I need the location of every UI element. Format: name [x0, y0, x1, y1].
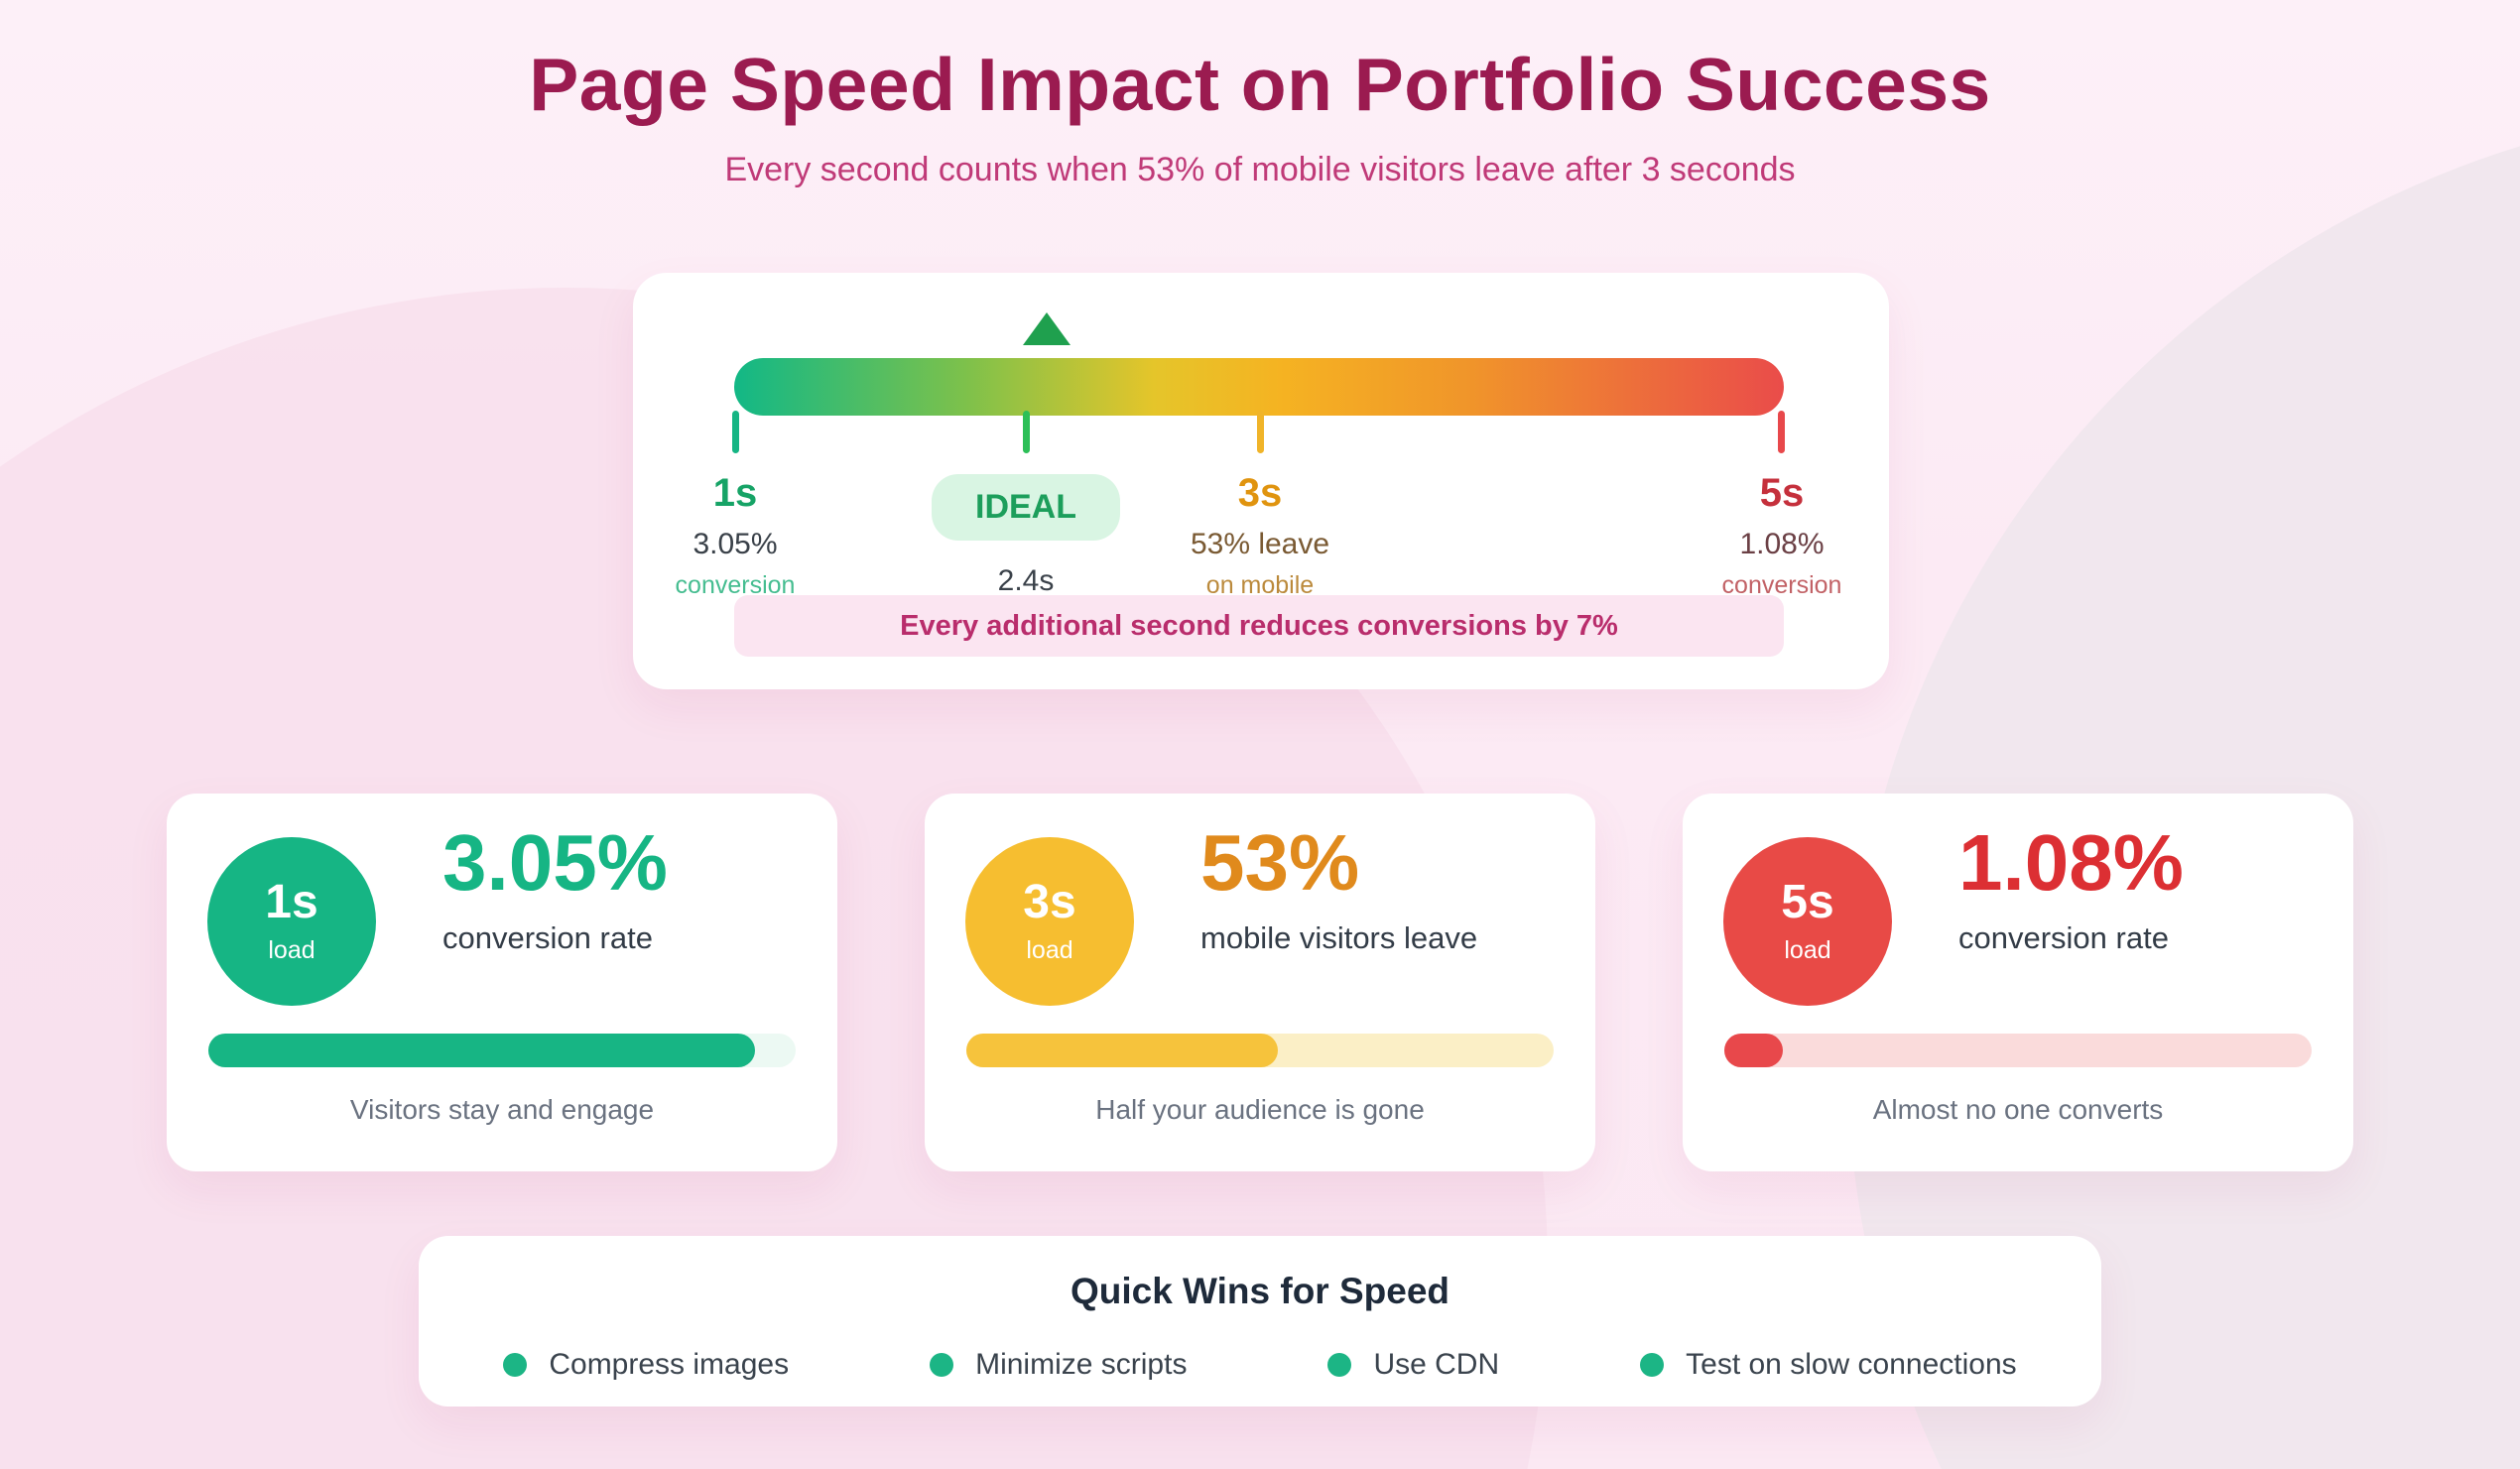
load-time-badge-1s: 1s load: [207, 837, 376, 1006]
ideal-badge: IDEAL: [932, 474, 1120, 541]
stat-card-1s: 1s load 3.05% conversion rate Visitors s…: [167, 794, 837, 1171]
stat-label: conversion rate: [1958, 920, 2169, 955]
bullet-dot-icon: [1640, 1353, 1665, 1377]
page-subtitle: Every second counts when 53% of mobile v…: [724, 151, 1796, 188]
bullet-dot-icon: [503, 1353, 528, 1377]
quick-win-label: Test on slow connections: [1686, 1348, 2017, 1381]
quick-win-label: Use CDN: [1373, 1348, 1500, 1381]
gauge-tick-3s: [1257, 411, 1264, 453]
ideal-pointer-triangle-icon: [1023, 312, 1071, 345]
badge-time: 3s: [1023, 875, 1076, 928]
gauge-tick-5s: [1778, 411, 1785, 453]
gauge-tick-1s: [732, 411, 739, 453]
progress-fill: [1724, 1034, 1784, 1067]
quick-win-item: Compress images: [503, 1348, 789, 1382]
stat-caption: Visitors stay and engage: [349, 1094, 655, 1125]
conversion-note-banner: Every additional second reduces conversi…: [734, 595, 1784, 657]
gauge-label-5s: 5s 1.08% conversion: [1722, 471, 1842, 600]
stat-caption: Almost no one converts: [1872, 1094, 2164, 1125]
quick-win-item: Test on slow connections: [1640, 1348, 2017, 1382]
speed-gauge-card: 1s 3.05% conversion IDEAL 2.4s 3s 53% le…: [633, 273, 1889, 689]
gauge-time-1s: 1s: [712, 471, 758, 515]
badge-sub: load: [1784, 935, 1831, 964]
stat-label: conversion rate: [442, 920, 653, 955]
gauge-time-5s: 5s: [1759, 471, 1805, 515]
progress-track: [966, 1034, 1554, 1067]
gauge-label-ideal: IDEAL 2.4s: [932, 474, 1120, 598]
gauge-label-3s: 3s 53% leave on mobile: [1191, 471, 1329, 600]
gauge-sub-3s: on mobile: [1205, 571, 1315, 599]
stat-value: 53%: [1200, 818, 1360, 907]
badge-sub: load: [268, 935, 315, 964]
quick-win-label: Compress images: [549, 1348, 790, 1381]
quick-wins-title: Quick Wins for Speed: [1070, 1271, 1450, 1311]
gauge-sub-1s: conversion: [675, 571, 796, 599]
gauge-stat-1s: 3.05%: [693, 528, 778, 560]
badge-time: 5s: [1781, 875, 1834, 928]
speed-gradient-bar: [734, 358, 1784, 416]
stat-text-block: 53% mobile visitors leave: [1200, 821, 1477, 956]
progress-fill: [208, 1034, 755, 1067]
gauge-time-3s: 3s: [1237, 471, 1283, 515]
header: Page Speed Impact on Portfolio Success E…: [0, 42, 2520, 189]
stat-value: 1.08%: [1958, 818, 2184, 907]
stat-label: mobile visitors leave: [1200, 920, 1478, 955]
stat-caption: Half your audience is gone: [1095, 1094, 1425, 1125]
quick-win-item: Use CDN: [1327, 1348, 1499, 1382]
quick-win-item: Minimize scripts: [930, 1348, 1187, 1382]
badge-time: 1s: [265, 875, 318, 928]
stat-text-block: 1.08% conversion rate: [1958, 821, 2184, 956]
stat-card-3s: 3s load 53% mobile visitors leave Half y…: [925, 794, 1595, 1171]
badge-sub: load: [1026, 935, 1073, 964]
progress-track: [208, 1034, 796, 1067]
gauge-stat-3s: 53% leave: [1190, 528, 1330, 560]
quick-wins-list: Compress images Minimize scripts Use CDN…: [419, 1348, 2101, 1382]
quick-wins-card: Quick Wins for Speed Compress images Min…: [419, 1236, 2101, 1407]
stat-value: 3.05%: [442, 818, 668, 907]
stat-card-5s: 5s load 1.08% conversion rate Almost no …: [1683, 794, 2353, 1171]
load-time-badge-3s: 3s load: [965, 837, 1134, 1006]
bullet-dot-icon: [930, 1353, 954, 1377]
load-time-badge-5s: 5s load: [1723, 837, 1892, 1006]
stat-text-block: 3.05% conversion rate: [442, 821, 668, 956]
gauge-sub-5s: conversion: [1721, 571, 1842, 599]
bullet-dot-icon: [1327, 1353, 1352, 1377]
page-title: Page Speed Impact on Portfolio Success: [529, 43, 1991, 126]
progress-fill: [966, 1034, 1278, 1067]
gauge-stat-5s: 1.08%: [1739, 528, 1825, 560]
gauge-label-1s: 1s 3.05% conversion: [676, 471, 796, 600]
ideal-time: 2.4s: [997, 564, 1055, 597]
quick-win-label: Minimize scripts: [975, 1348, 1188, 1381]
gauge-tick-ideal: [1023, 411, 1030, 453]
progress-track: [1724, 1034, 2312, 1067]
